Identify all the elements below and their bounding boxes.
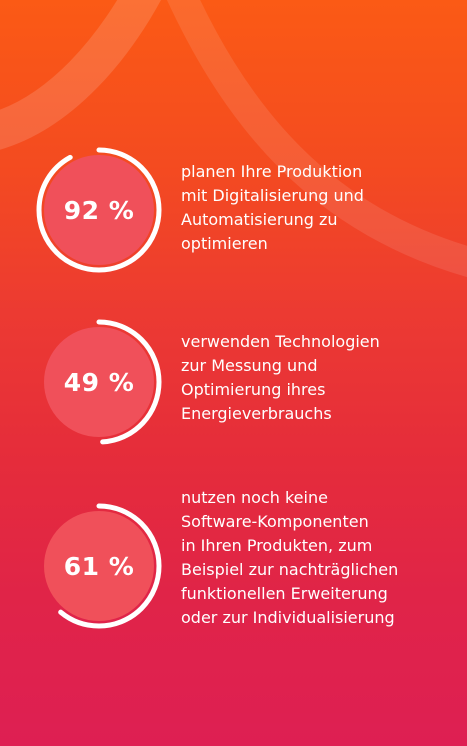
gauge-ring-0: 92 % [35,146,163,274]
gauge-ring-2: 61 % [35,502,163,630]
description-line: verwenden Technologien [181,332,380,351]
description-line: funktionellen Erweiterung [181,584,388,603]
gauge-arc [36,503,162,629]
gauge-arc [36,319,162,445]
description-line: in Ihren Produkten, zum [181,536,373,555]
stat-description-0: planen Ihre Produktion mit Digitalisieru… [181,160,451,256]
description-line: Beispiel zur nachträglichen [181,560,399,579]
percentage-label-1: 49 % [63,367,135,397]
gauge-arc [36,147,162,273]
description-line: nutzen noch keine [181,488,328,507]
description-line: optimieren [181,234,268,253]
description-line: Energieverbrauchs [181,404,332,423]
gauge-ring-1: 49 % [35,318,163,446]
description-line: Automatisierung zu [181,210,338,229]
gauge-disc [44,327,154,437]
stat-description-1: verwenden Technologien zur Messung und O… [181,330,451,426]
percentage-label-2: 61 % [63,551,135,581]
gauge-disc [44,511,154,621]
description-line: planen Ihre Produktion [181,162,363,181]
description-line: oder zur Individualisierung [181,608,395,627]
description-line: Optimierung ihres [181,380,326,399]
percentage-label-0: 92 % [63,195,135,225]
gauge-disc [44,155,154,265]
description-line: mit Digitalisierung und [181,186,364,205]
description-line: Software-Komponenten [181,512,369,531]
stat-description-2: nutzen noch keine Software-Komponenten i… [181,486,451,630]
description-line: zur Messung und [181,356,318,375]
